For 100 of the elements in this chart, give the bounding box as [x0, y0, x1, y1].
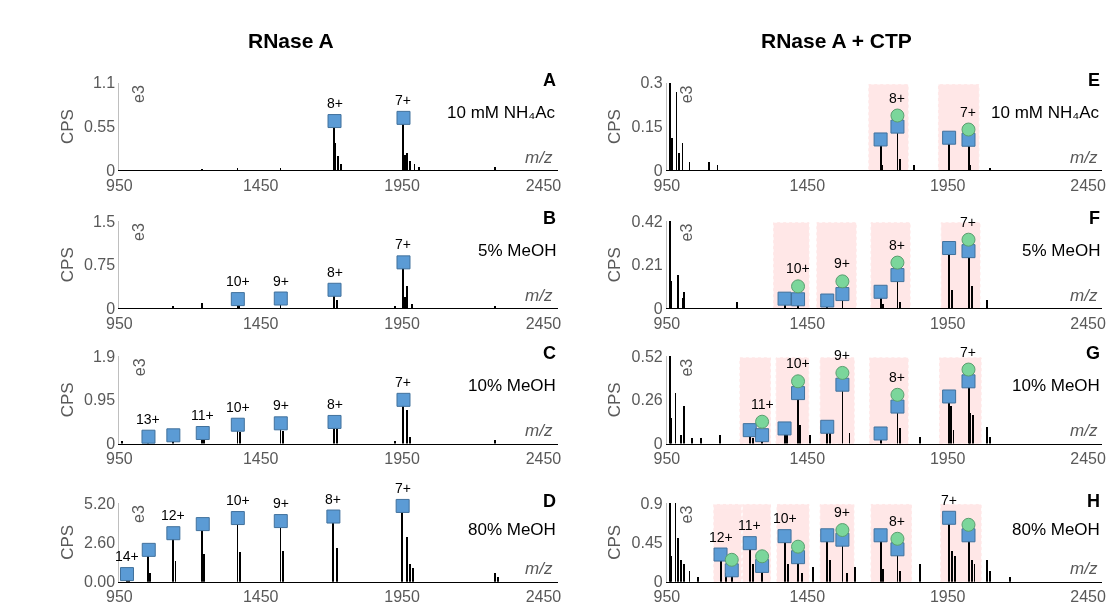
annotation: 11+: [738, 517, 761, 533]
annotation: 8+: [325, 491, 341, 507]
x-axis-title: m/z: [1070, 148, 1098, 167]
annotation: 7+: [395, 92, 411, 108]
y-tick-label: 0.55: [84, 118, 116, 136]
annotation: 13+: [136, 411, 160, 427]
annotation: A: [543, 70, 556, 90]
annotation: 80% MeOH: [1012, 520, 1100, 539]
annotation: 10+: [226, 399, 250, 415]
y-tick-label: 0.21: [631, 256, 663, 274]
y-axis-title: CPS: [605, 109, 625, 145]
annotation: 10+: [226, 273, 250, 289]
y-tick-label: 0.75: [84, 256, 116, 274]
x-tick-label: 1450: [789, 176, 826, 194]
y-axis-title: CPS: [57, 247, 77, 283]
annotation: e3: [677, 505, 695, 524]
x-axis-title: m/z: [1070, 559, 1098, 578]
chart-title: RNase A: [248, 29, 334, 52]
annotation: G: [1086, 343, 1101, 363]
annotation: 9+: [834, 504, 850, 520]
x-tick-label: 2450: [1070, 176, 1107, 194]
annotation: e3: [130, 85, 148, 103]
annotation: 14+: [115, 548, 139, 564]
x-tick-label: 1950: [929, 587, 966, 605]
x-tick-label: 1450: [242, 314, 279, 332]
x-axis-title: m/z: [525, 559, 553, 578]
annotation: 10% MeOH: [1012, 376, 1100, 395]
x-tick-label: 1450: [242, 176, 279, 194]
y-tick-label: 0.52: [631, 347, 663, 365]
x-tick-label: 1450: [789, 314, 826, 332]
annotation: 10 mM NH₄Ac: [991, 103, 1100, 122]
annotation: 7+: [960, 104, 976, 120]
y-axis-title: CPS: [605, 382, 625, 418]
annotation: 8+: [889, 90, 905, 106]
x-axis-title: m/z: [1070, 421, 1098, 440]
x-tick-label: 2450: [1070, 314, 1107, 332]
annotation: 5% MeOH: [478, 241, 557, 260]
x-tick-label: 1950: [929, 449, 966, 467]
annotation: 10+: [786, 355, 810, 371]
annotation: 7+: [941, 492, 957, 508]
x-tick-label: 2450: [525, 449, 562, 467]
annotation: 80% MeOH: [468, 520, 556, 539]
x-tick-label: 1950: [929, 314, 966, 332]
x-tick-label: 1450: [789, 587, 826, 605]
x-tick-label: 2450: [1070, 449, 1107, 467]
annotation: 9+: [273, 397, 289, 413]
annotation: C: [543, 343, 556, 363]
annotation: 10+: [226, 492, 250, 508]
annotation: 10+: [786, 260, 810, 276]
annotation: 10+: [773, 510, 797, 526]
annotation: 8+: [327, 396, 343, 412]
x-axis-title: m/z: [525, 421, 553, 440]
x-axis-title: m/z: [525, 148, 553, 167]
chart-title: RNase A + CTP: [761, 29, 912, 52]
annotation: 10% MeOH: [468, 376, 556, 395]
annotation: 11+: [751, 396, 774, 412]
x-tick-label: 1950: [384, 176, 420, 194]
y-tick-label: 5.20: [84, 494, 116, 512]
x-tick-label: 2450: [525, 176, 562, 194]
annotation: 8+: [889, 237, 905, 253]
x-tick-label: 950: [653, 176, 681, 194]
annotation: e3: [130, 223, 148, 242]
annotation: 8+: [327, 264, 343, 280]
annotation: e3: [130, 505, 148, 523]
annotation: 8+: [889, 513, 905, 529]
x-tick-label: 1950: [929, 176, 966, 194]
x-tick-label: 1950: [384, 314, 420, 332]
annotation: 11+: [191, 407, 214, 423]
y-tick-label: 0: [653, 161, 663, 179]
y-axis-title: CPS: [605, 247, 625, 283]
x-tick-label: 950: [106, 176, 133, 194]
annotation: 7+: [960, 344, 976, 360]
annotation: 12+: [161, 507, 185, 523]
x-tick-label: 1950: [384, 587, 420, 605]
annotation: E: [1088, 70, 1101, 90]
annotation: 7+: [960, 214, 976, 230]
annotation: F: [1089, 208, 1100, 228]
y-tick-label: 0.45: [631, 533, 663, 551]
y-tick-label: 0.95: [84, 391, 116, 409]
x-tick-label: 1450: [242, 587, 279, 605]
annotation: e3: [678, 358, 696, 377]
annotation: H: [1087, 491, 1100, 511]
y-tick-label: 2.60: [84, 533, 116, 551]
x-tick-label: 2450: [1070, 587, 1107, 605]
annotation: 9+: [834, 255, 850, 271]
y-axis-title: CPS: [605, 524, 625, 560]
annotation: 7+: [395, 480, 411, 496]
annotation: e3: [677, 85, 695, 104]
y-tick-label: 0.15: [631, 118, 663, 136]
y-axis-title: CPS: [57, 524, 77, 560]
x-tick-label: 1450: [242, 449, 279, 467]
annotation: 5% MeOH: [1022, 241, 1101, 260]
annotation: 8+: [327, 95, 343, 111]
y-tick-label: 1.1: [92, 74, 116, 92]
y-tick-label: 0: [106, 161, 116, 179]
y-tick-label: 1.9: [92, 347, 116, 365]
y-tick-label: 0.26: [631, 391, 663, 409]
annotation: B: [543, 208, 556, 228]
annotation: 8+: [889, 369, 905, 385]
x-tick-label: 2450: [525, 587, 562, 605]
